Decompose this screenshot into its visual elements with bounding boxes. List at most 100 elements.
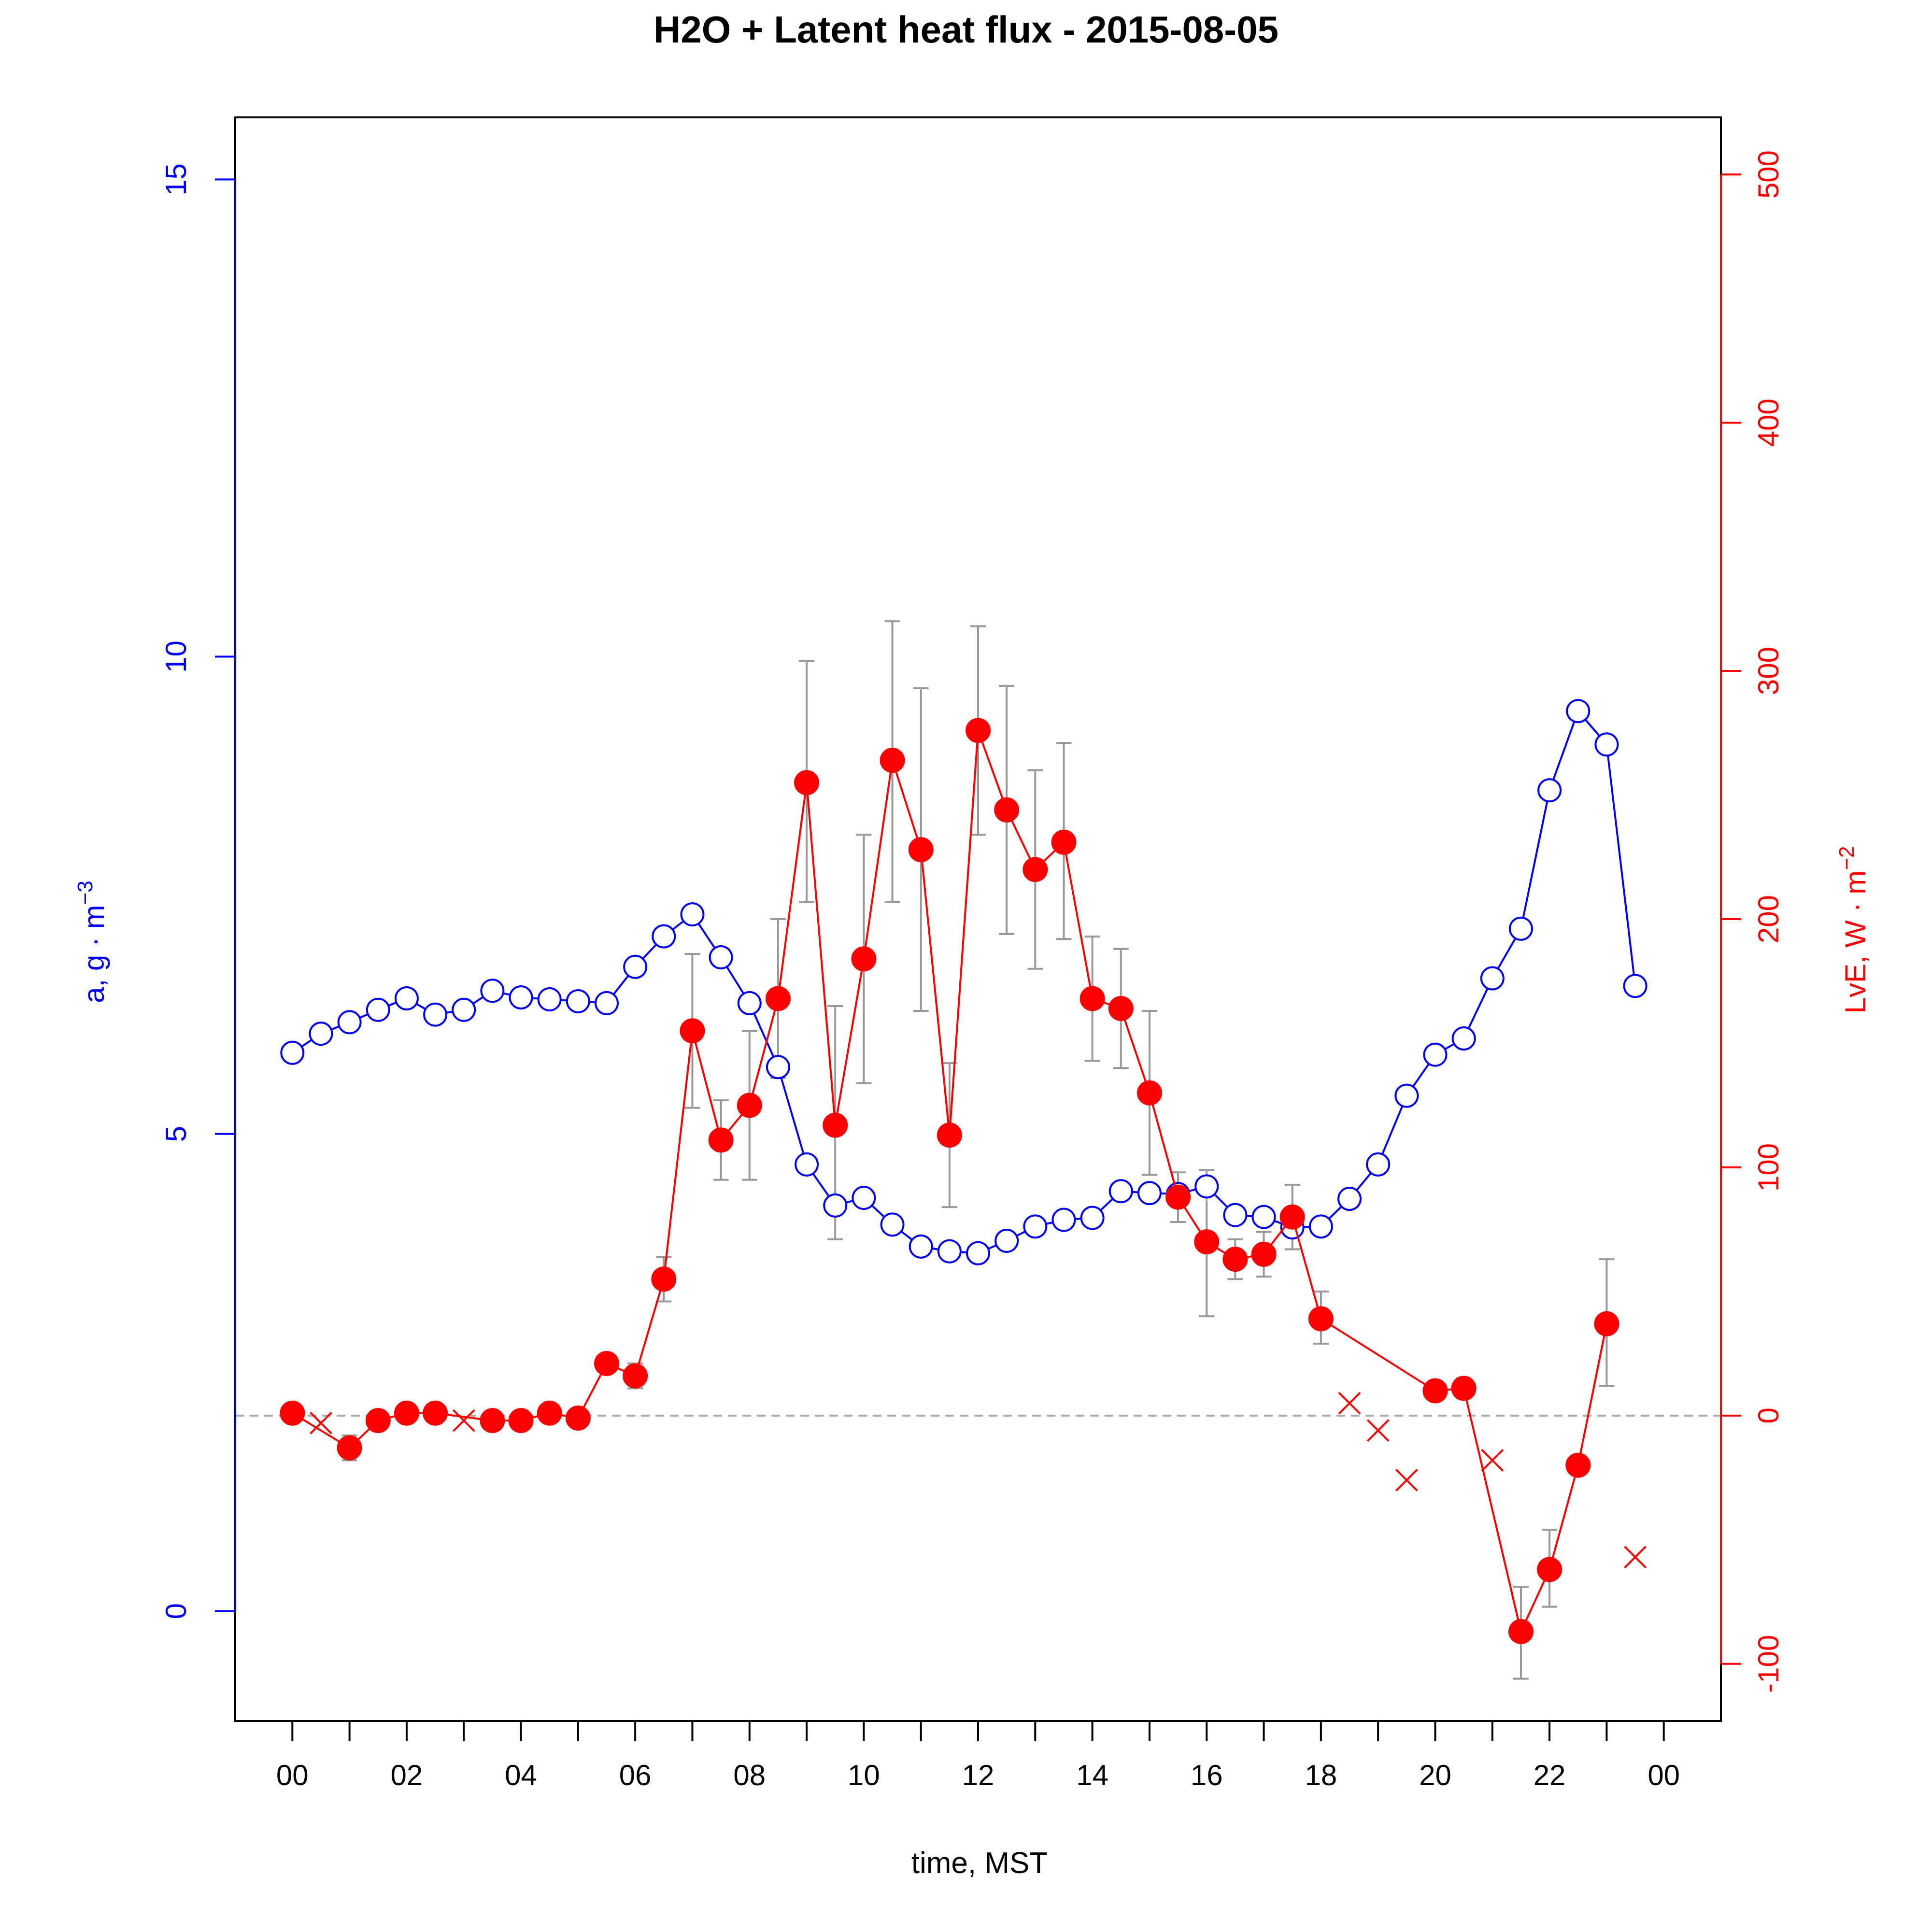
flux-point	[423, 1400, 448, 1426]
h2o-point	[709, 945, 733, 970]
h2o-point	[1051, 1208, 1076, 1232]
y-right-tick-label: 200	[1752, 895, 1785, 943]
h2o-point	[1337, 1187, 1362, 1211]
h2o-point	[394, 986, 419, 1011]
h2o-point	[1480, 966, 1505, 991]
plot-frame	[234, 116, 1722, 1722]
x-tick-label: 02	[391, 1759, 423, 1791]
h2o-point	[337, 1010, 362, 1035]
h2o-point	[1023, 1214, 1048, 1239]
h2o-point	[937, 1239, 962, 1264]
flagged-cross-stroke	[1395, 1469, 1418, 1492]
h2o-point	[1194, 1174, 1219, 1199]
h2o-point	[1623, 974, 1648, 998]
flagged-cross-stroke	[452, 1409, 475, 1432]
h2o-point	[366, 997, 390, 1022]
flux-point	[594, 1350, 619, 1376]
h2o-point	[595, 991, 619, 1015]
flagged-flux-point	[310, 1411, 332, 1435]
flux-series	[280, 718, 1619, 1644]
h2o-point	[966, 1241, 990, 1265]
x-tick-label: 22	[1534, 1759, 1566, 1791]
flagged-flux-point	[1366, 1419, 1390, 1442]
h2o-point	[309, 1022, 333, 1046]
flux-point	[680, 1018, 705, 1044]
x-tick-label: 10	[848, 1759, 880, 1791]
flux-point	[794, 770, 820, 796]
flagged-flux-points	[310, 1392, 1647, 1569]
flux-point	[365, 1408, 391, 1434]
flux-point	[280, 1400, 305, 1426]
flux-point	[937, 1122, 962, 1148]
h2o-point	[680, 902, 705, 927]
flux-point	[480, 1408, 505, 1434]
flux-point	[1451, 1376, 1477, 1401]
flux-point	[565, 1406, 591, 1431]
flagged-flux-point	[452, 1409, 475, 1432]
x-tick-label: 08	[733, 1759, 766, 1791]
flagged-flux-point	[1624, 1546, 1647, 1569]
flux-point	[994, 797, 1020, 823]
h2o-point	[509, 985, 533, 1010]
flux-point	[1080, 986, 1105, 1011]
flagged-flux-point	[1395, 1469, 1418, 1492]
h2o-series	[280, 699, 1648, 1265]
h2o-point	[1137, 1181, 1162, 1206]
y-right-tick-label: 500	[1752, 150, 1785, 199]
flagged-cross-stroke	[1624, 1546, 1647, 1569]
y-right-tick-label: 400	[1752, 398, 1785, 447]
flagged-flux-point	[1338, 1392, 1361, 1415]
h2o-point	[623, 954, 648, 979]
h2o-point	[1080, 1206, 1105, 1230]
flux-point	[1279, 1204, 1305, 1230]
y-right-tick-label: -100	[1752, 1635, 1785, 1693]
x-tick-label: 04	[505, 1759, 537, 1791]
y-left-tick-label: 15	[160, 163, 192, 196]
flux-point	[737, 1093, 762, 1118]
flux-point	[1108, 996, 1134, 1022]
h2o-point	[1594, 732, 1619, 757]
flux-point	[1136, 1080, 1162, 1106]
h2o-point	[909, 1234, 933, 1259]
chart-title: H2O + Latent heat flux - 2015-08-05	[653, 8, 1279, 51]
h2o-point	[994, 1228, 1019, 1253]
flagged-cross-stroke	[310, 1411, 332, 1435]
y-right-axis-label: LvE, W · m−2	[1835, 846, 1872, 1014]
flux-point	[1251, 1241, 1277, 1267]
h2o-point	[737, 991, 762, 1015]
h2o-point	[1537, 778, 1562, 803]
h2o-point	[423, 1002, 448, 1027]
flux-point	[1422, 1378, 1448, 1404]
h2o-point	[537, 987, 562, 1011]
h2o-point	[1423, 1042, 1448, 1067]
h2o-point	[280, 1040, 305, 1065]
flux-point	[623, 1363, 648, 1389]
y-right-tick-label: 0	[1752, 1407, 1785, 1423]
x-tick-label: 00	[276, 1759, 309, 1791]
y-left-axis-label-exp: −3	[73, 881, 97, 905]
flux-point	[394, 1400, 419, 1426]
h2o-point	[480, 979, 505, 1003]
flux-point	[908, 837, 934, 863]
flux-point	[765, 986, 791, 1011]
y-left-tick-label: 0	[160, 1603, 192, 1619]
flagged-flux-point	[1481, 1449, 1504, 1472]
flux-point	[851, 946, 877, 972]
flux-point	[708, 1127, 734, 1153]
x-tick-label: 12	[962, 1759, 994, 1791]
x-tick-label: 14	[1076, 1759, 1108, 1791]
flagged-cross-stroke	[1366, 1419, 1390, 1442]
flux-point	[1222, 1247, 1248, 1272]
h2o-point	[1251, 1205, 1276, 1229]
y-right-tick-label: 100	[1752, 1143, 1785, 1192]
y-left-tick-label: 5	[160, 1126, 192, 1142]
h2o-point	[652, 924, 676, 949]
h2o-point	[1566, 699, 1591, 724]
h2o-point	[452, 997, 476, 1022]
flux-point	[651, 1266, 677, 1292]
h2o-point	[795, 1152, 819, 1177]
h2o-point	[1223, 1203, 1248, 1227]
x-tick-label: 06	[619, 1759, 652, 1791]
flux-point	[1308, 1306, 1334, 1332]
